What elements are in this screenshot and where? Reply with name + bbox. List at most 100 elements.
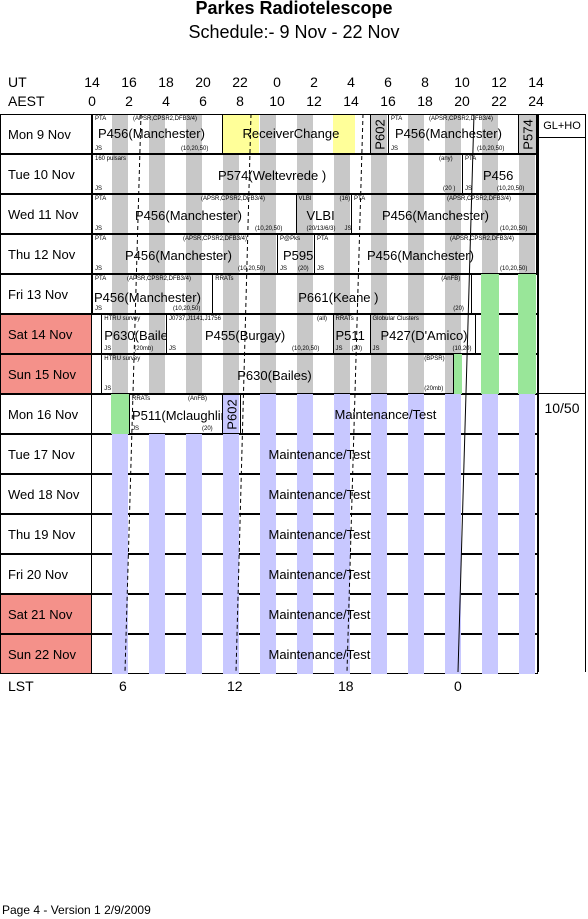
slot-initials: JS — [372, 346, 380, 352]
slot-maintenance: Maintenance/Test — [268, 647, 371, 662]
ut-tick: 2 — [310, 74, 318, 90]
day-cell: Wed 18 Nov — [0, 474, 92, 514]
row-body — [92, 434, 538, 474]
time-stripe — [296, 354, 313, 394]
time-stripe — [148, 194, 165, 234]
slot-project: P456(Manchester) — [94, 290, 201, 305]
aest-tick: 24 — [528, 93, 544, 109]
time-stripe — [111, 234, 128, 274]
slot-project: P455(Burgay) — [205, 328, 286, 343]
ut-tick: 8 — [421, 74, 429, 90]
side-mid-label: 10/50 — [544, 400, 580, 416]
aest-tick: 12 — [306, 93, 322, 109]
time-stripe — [222, 474, 239, 514]
time-stripe — [111, 554, 128, 594]
ut-tick: 22 — [232, 74, 248, 90]
time-stripe — [296, 594, 313, 634]
green-block — [480, 354, 499, 394]
day-cell: Mon 9 Nov — [0, 114, 92, 154]
aest-tick: 14 — [343, 93, 359, 109]
time-stripe — [111, 474, 128, 514]
slot-tag: 160 pulsars — [95, 156, 127, 162]
slot-freq: (20) — [351, 346, 363, 352]
time-stripe — [518, 554, 535, 594]
time-stripe — [259, 434, 276, 474]
slot-project: P630(Bailes) — [237, 368, 312, 383]
time-stripe — [148, 274, 165, 314]
slot-p456: PTA (APSR,CPSR2,DFB3/4) P456(Manchester) JS… — [388, 114, 519, 154]
slot-tag: RRATs — [132, 396, 151, 402]
time-stripe — [111, 274, 128, 314]
day-date: 19 Nov — [34, 527, 76, 542]
day-date: 10 Nov — [33, 167, 75, 182]
time-stripe — [444, 234, 461, 274]
slot-initials: JS — [344, 226, 352, 232]
lst-label: LST — [8, 678, 34, 694]
slot-tag: PTA — [465, 156, 477, 162]
schedule-grid: Mon 9 Nov Tue 10 Nov Wed 11 Nov Thu 12 Nov F… — [0, 114, 538, 674]
time-stripe — [407, 234, 424, 274]
slot-initials: JS — [95, 186, 103, 192]
time-stripe — [296, 314, 313, 354]
time-stripe — [370, 434, 387, 474]
day-row: Wed 18 Nov — [0, 474, 538, 514]
slot-initials: JS — [391, 146, 399, 152]
time-stripe — [259, 354, 276, 394]
slot-p661: RRATs (AnFB) P661(Keane ) (20) — [212, 274, 473, 314]
day-date: 11 Nov — [38, 207, 79, 222]
time-stripe — [296, 474, 313, 514]
slot-project: P456(Manchester) — [98, 126, 205, 141]
slot-freq: (10,20,50) — [292, 346, 320, 352]
day-row: Fri 20 Nov — [0, 554, 538, 594]
time-stripe — [370, 474, 387, 514]
time-stripe — [296, 274, 313, 314]
day-cell: Fri 20 Nov — [0, 554, 92, 594]
day-date: 20 Nov — [26, 567, 68, 582]
aest-tick: 18 — [417, 93, 433, 109]
day-row: Sat 21 Nov — [0, 594, 538, 634]
slot-tag: PTA — [95, 236, 107, 242]
slot-project: P427(D'Amico) — [380, 328, 468, 343]
lst-line-18 — [346, 113, 364, 673]
aest-tick: 2 — [125, 93, 133, 109]
time-stripe — [407, 314, 424, 354]
time-stripe — [444, 634, 461, 674]
time-stripe — [296, 394, 313, 434]
slot-p427: Globular Clusters P427(D'Amico) JS (10,20) — [369, 314, 476, 354]
receiver-change-yellow — [221, 114, 259, 154]
lst-tick-0: 0 — [454, 678, 462, 694]
time-stripe — [481, 154, 498, 194]
time-stripe — [296, 554, 313, 594]
day-date: 17 Nov — [33, 447, 75, 462]
slot-p456: PTA P456 JS (10,20,50) — [462, 154, 537, 194]
time-stripe — [481, 514, 498, 554]
day-cell: Sun 22 Nov — [0, 634, 92, 674]
time-stripe — [185, 634, 202, 674]
time-stripe — [370, 594, 387, 634]
time-stripe — [333, 154, 350, 194]
slot-freq: (10,20,50) — [500, 226, 528, 232]
time-stripe — [148, 634, 165, 674]
time-stripe — [148, 154, 165, 194]
ut-tick: 12 — [491, 74, 507, 90]
time-stripe — [259, 514, 276, 554]
time-stripe — [333, 594, 350, 634]
time-stripe — [444, 594, 461, 634]
day-date: 22 Nov — [34, 647, 76, 662]
green-block — [517, 354, 536, 394]
ut-tick: 14 — [84, 74, 100, 90]
lst-line-6 — [124, 113, 142, 673]
time-stripe — [148, 594, 165, 634]
time-stripe — [481, 474, 498, 514]
day-name: Tue — [8, 167, 30, 182]
time-stripe — [370, 634, 387, 674]
day-name: Sun — [8, 367, 32, 382]
time-stripe — [481, 554, 498, 594]
slot-freq: (10,20,50) — [500, 266, 528, 272]
day-row: Sun 22 Nov — [0, 634, 538, 674]
slot-maintenance: Maintenance/Test — [334, 407, 437, 422]
slot-p456: PTA (APSR,CPSR2,DFB3/4) P456(Manchester) JS… — [92, 274, 214, 314]
time-stripe — [148, 114, 165, 154]
slot-tag: Globular Clusters — [372, 316, 419, 322]
slot-backend: (APSR,CPSR2,DFB3/4) — [447, 196, 512, 202]
